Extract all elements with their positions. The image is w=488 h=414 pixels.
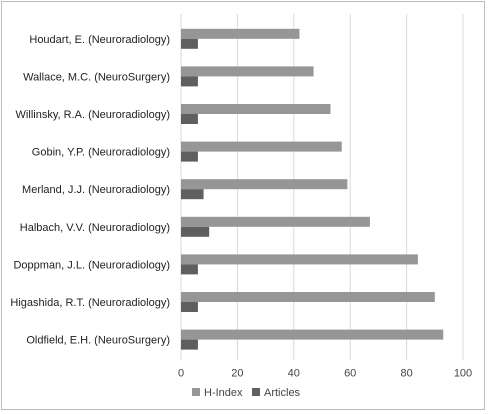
bars [181, 28, 444, 350]
h-index-bar [181, 254, 418, 265]
x-tick-label: 60 [344, 367, 356, 379]
articles-bar [181, 226, 210, 237]
h-index-bar [181, 66, 314, 77]
h-index-bar [181, 179, 348, 190]
category-label: Merland, J.J. (Neuroradiology) [22, 184, 170, 196]
category-label: Wallace, M.C. (NeuroSurgery) [23, 71, 170, 83]
x-tick-label: 40 [288, 367, 300, 379]
articles-bar [181, 38, 198, 49]
category-label: Doppman, J.L. (Neuroradiology) [13, 259, 170, 271]
legend-label: H-Index [204, 387, 243, 399]
h-index-bar [181, 141, 342, 152]
h-index-bar [181, 292, 435, 302]
legend: H-Index Articles [192, 387, 301, 399]
x-axis-ticks: 0 20 40 60 80 100 [178, 367, 472, 379]
category-label: Gobin, Y.P. (Neuroradiology) [32, 147, 170, 159]
articles-bar [181, 151, 198, 162]
category-label: Houdart, E. (Neuroradiology) [29, 34, 170, 46]
category-label: Halbach, V.V. (Neuroradiology) [20, 222, 170, 234]
articles-bar [181, 76, 198, 87]
category-label: Willinsky, R.A. (Neuroradiology) [16, 109, 170, 121]
legend-swatch [252, 388, 260, 396]
x-tick-label: 80 [400, 367, 412, 379]
category-label: Oldfield, E.H. (NeuroSurgery) [26, 335, 170, 347]
h-index-bar [181, 216, 370, 227]
x-tick-label: 20 [231, 367, 243, 379]
x-tick-label: 0 [178, 367, 184, 379]
articles-bar [181, 302, 198, 312]
category-label: Higashida, R.T. (Neuroradiology) [10, 297, 170, 309]
h-index-bar [181, 329, 444, 340]
x-tick-label: 100 [454, 367, 472, 379]
h-index-bar [181, 28, 300, 39]
legend-label: Articles [264, 387, 301, 399]
legend-swatch [192, 388, 200, 396]
articles-bar [181, 189, 204, 200]
category-labels: Houdart, E. (Neuroradiology) Wallace, M.C… [10, 34, 170, 347]
articles-bar [181, 264, 198, 275]
h-index-bar [181, 104, 331, 114]
articles-bar [181, 339, 198, 350]
articles-bar [181, 114, 198, 124]
